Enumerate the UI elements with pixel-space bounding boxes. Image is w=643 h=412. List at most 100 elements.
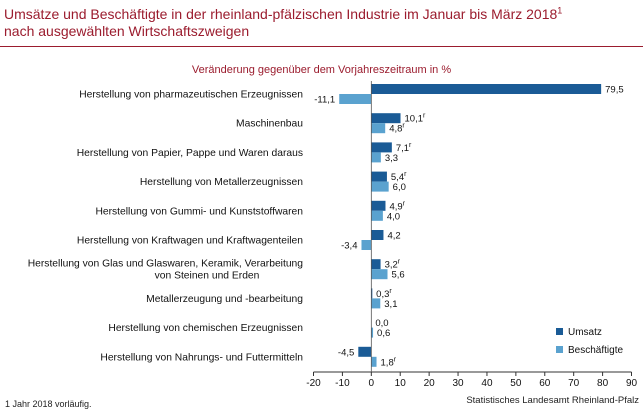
value-label-number: 0,3: [376, 289, 389, 300]
bar-beschaeftigte: [371, 152, 381, 163]
value-label: -4,5: [338, 347, 354, 358]
value-label-number: 10,1: [405, 114, 424, 125]
value-label: 4,8r: [389, 123, 405, 135]
value-label: 3,1: [384, 299, 397, 310]
bar-umsatz: [358, 346, 372, 357]
value-label: 4,9r: [389, 200, 405, 212]
value-label-flag: r: [394, 356, 397, 363]
chart-title: Umsätze und Beschäftigte in der rheinlan…: [4, 6, 640, 40]
value-label-number: 3,2: [385, 260, 398, 271]
legend-label: Beschäftigte: [568, 345, 623, 356]
value-label: 10,1r: [405, 113, 427, 125]
x-tick-label: 80: [597, 378, 609, 389]
bar-beschaeftigte: [371, 210, 383, 221]
category-label-line: Herstellung von Nahrungs- und Futtermitt…: [100, 352, 303, 363]
x-tick-label: 30: [452, 378, 464, 389]
value-label-number: 6,0: [393, 182, 406, 193]
value-label-number: -3,4: [341, 241, 357, 252]
value-label: 5,6: [392, 270, 405, 281]
value-label-number: 3,3: [385, 153, 398, 164]
value-label-number: 4,2: [387, 231, 400, 242]
bar-umsatz: [371, 200, 386, 211]
value-label: -11,1: [314, 95, 335, 106]
bar-beschaeftigte: [371, 181, 389, 192]
value-label: 4,2: [387, 231, 400, 242]
bar-umsatz: [371, 259, 381, 270]
value-label: 5,4r: [391, 171, 407, 183]
bar-beschaeftigte: [361, 240, 372, 250]
value-label-flag: r: [409, 142, 412, 149]
value-label: 1,8r: [381, 356, 397, 368]
x-tick-label: 70: [568, 378, 580, 389]
value-label: 0,6: [377, 328, 390, 339]
bar-umsatz: [371, 84, 602, 94]
bar-beschaeftigte: [371, 269, 388, 280]
title-rule: [0, 46, 643, 47]
category-label-line: Herstellung von Papier, Pappe und Waren …: [77, 148, 303, 159]
legend-label: Umsatz: [568, 327, 602, 338]
bar-beschaeftigte: [371, 327, 374, 338]
category-label-line: Maschinenbau: [236, 119, 303, 130]
bar-umsatz: [371, 142, 392, 153]
value-label-number: 79,5: [605, 85, 624, 96]
value-label-number: 0,0: [375, 318, 388, 329]
value-label: 3,3: [385, 153, 398, 164]
x-tick-label: -20: [306, 378, 321, 389]
value-label-flag: r: [389, 288, 392, 295]
value-label-flag: r: [423, 113, 426, 120]
value-label-number: 3,1: [384, 299, 397, 310]
value-label-number: 0,6: [377, 328, 390, 339]
category-label: Herstellung von Nahrungs- und Futtermitt…: [100, 352, 303, 363]
category-label-line: Herstellung von Kraftwagen und Kraftwage…: [77, 236, 303, 247]
category-label-line: Herstellung von Metallerzeugnissen: [140, 177, 303, 188]
value-labels: 79,5-11,110,1r4,8r7,1r3,35,4r6,04,9r4,04…: [314, 85, 623, 369]
category-label: Herstellung von Metallerzeugnissen: [140, 177, 303, 188]
value-label-flag: r: [398, 259, 401, 266]
value-label-number: 1,8: [381, 357, 394, 368]
value-label: 4,0: [387, 211, 400, 222]
category-label-line: Herstellung von pharmazeutischen Erzeugn…: [79, 90, 303, 101]
footnote: 1 Jahr 2018 vorläufig.: [5, 399, 92, 409]
x-tick-label: -10: [335, 378, 350, 389]
value-label-number: 4,8: [389, 124, 402, 135]
legend-swatch: [556, 346, 563, 353]
x-tick-label: 20: [424, 378, 436, 389]
value-label: 7,1r: [396, 142, 412, 154]
legend-swatch: [556, 328, 563, 335]
value-label-number: 5,6: [392, 270, 405, 281]
bar-beschaeftigte: [371, 123, 386, 134]
value-label: 0,0: [375, 318, 388, 329]
title-footnote-mark: 1: [557, 5, 563, 16]
category-label-line: Herstellung von Glas und Glaswaren, Kera…: [28, 259, 304, 270]
category-label: Metallerzeugung und -bearbeitung: [146, 294, 303, 305]
value-label-number: -4,5: [338, 347, 354, 358]
category-labels: Herstellung von pharmazeutischen Erzeugn…: [28, 90, 304, 364]
value-label: 3,2r: [385, 259, 401, 271]
category-label-line: Herstellung von chemischen Erzeugnissen: [108, 323, 303, 334]
x-tick-label: 40: [481, 378, 493, 389]
bars-group: [339, 84, 602, 367]
x-axis: -20 -10 0 10 20 30 40 50 60 70 80 90: [306, 81, 637, 389]
bar-beschaeftigte: [371, 356, 377, 367]
bar-umsatz: [371, 230, 384, 240]
value-label-number: 4,9: [389, 201, 402, 212]
source-note: Statistisches Landesamt Rheinland-Pfalz: [466, 395, 639, 406]
x-tick-label: 0: [369, 378, 375, 389]
value-label-number: 4,0: [387, 211, 400, 222]
category-label: Herstellung von chemischen Erzeugnissen: [108, 323, 303, 334]
category-label: Maschinenbau: [236, 119, 303, 130]
category-label: Herstellung von Kraftwagen und Kraftwage…: [77, 236, 303, 247]
category-label-line: Herstellung von Gummi- und Kunststoffwar…: [95, 206, 303, 217]
category-label-line: Metallerzeugung und -bearbeitung: [146, 294, 303, 305]
value-label-flag: r: [402, 123, 405, 130]
title-line-2: nach ausgewählten Wirtschaftszweigen: [4, 23, 250, 39]
bar-umsatz: [371, 113, 401, 124]
value-label: 0,3r: [376, 288, 392, 300]
category-label: Herstellung von Glas und Glaswaren, Kera…: [28, 259, 304, 282]
value-label-number: -11,1: [314, 95, 335, 106]
category-label: Herstellung von Gummi- und Kunststoffwar…: [95, 206, 303, 217]
value-label-number: 7,1: [396, 143, 409, 154]
x-tick-label: 90: [626, 378, 638, 389]
title-text: Umsätze und Beschäftigte in der rheinlan…: [4, 6, 558, 22]
